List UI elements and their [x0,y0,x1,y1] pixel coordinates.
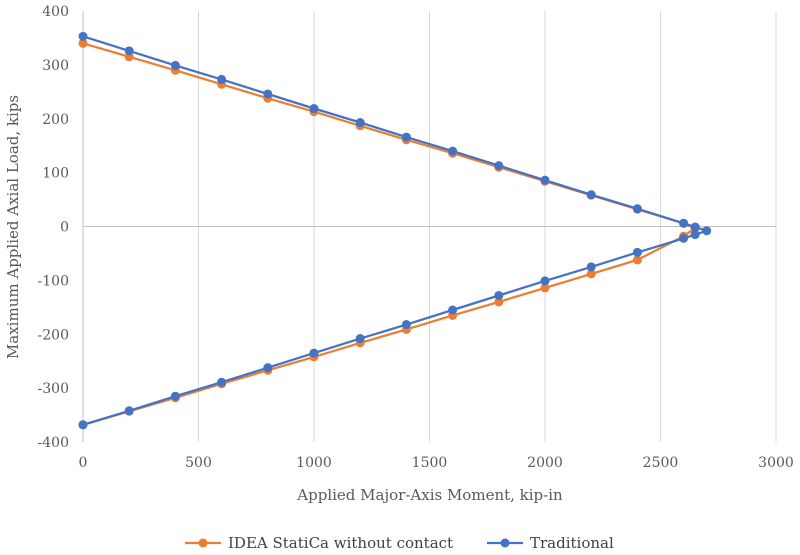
data-point [702,226,712,236]
data-point [309,348,319,358]
chart-axes [82,11,776,442]
legend-marker-1 [500,538,510,548]
x-tick-label: 500 [185,455,212,471]
data-point [494,297,504,307]
y-tick-label: 0 [60,220,69,236]
data-point [355,118,365,128]
y-axis-title: Maximum Applied Axial Load, kips [4,95,22,359]
data-point [355,334,365,344]
data-point [124,46,134,56]
data-point [124,406,134,416]
data-point [679,218,689,228]
y-tick-label: 400 [42,4,69,20]
y-tick-label: 300 [42,58,69,74]
data-point [632,204,642,214]
data-point [263,363,273,373]
data-point [540,276,550,286]
chart-tick-labels: 0 500 1000 1500 2000 2500 3000-400-300-200-100… [38,4,794,471]
data-point [217,74,227,84]
legend-marker-0 [198,538,208,548]
data-point [448,305,458,315]
data-point [78,420,88,430]
x-tick-label: 1500 [412,455,448,471]
series-line-0 [82,42,697,426]
data-point [586,190,596,200]
data-point [540,283,550,293]
y-tick-label: -400 [38,435,69,451]
data-point [401,320,411,330]
x-axis-title: Applied Major-Axis Moment, kip-in [296,486,563,504]
data-point [170,60,180,70]
data-point [401,132,411,142]
data-point [494,161,504,171]
x-tick-label: 2000 [527,455,563,471]
data-point [78,38,88,48]
data-point [78,31,88,41]
data-point [632,247,642,257]
data-point [632,255,642,265]
chart-legend: IDEA StatiCa without contact Traditional [185,534,614,552]
x-tick-label: 3000 [758,455,794,471]
y-tick-label: 200 [42,112,69,128]
x-tick-label: 1000 [296,455,332,471]
data-point [309,104,319,114]
chart-series-lines [82,35,708,426]
x-tick-label: 2500 [643,455,679,471]
data-point [494,290,504,300]
data-point [540,175,550,185]
legend-label-1: Traditional [530,534,614,552]
data-point [217,377,227,387]
data-point [690,230,700,240]
x-tick-label: 0 [79,455,88,471]
data-point [679,233,689,243]
series-line-1 [82,35,708,426]
y-tick-label: -100 [38,273,69,289]
y-tick-label: 100 [42,166,69,182]
data-point [448,146,458,156]
y-tick-label: -200 [38,327,69,343]
y-tick-label: -300 [38,381,69,397]
data-point [263,89,273,99]
data-point [586,269,596,279]
data-point [690,222,700,232]
chart-series-points [78,31,712,430]
data-point [170,391,180,401]
data-point [586,262,596,272]
legend-label-0: IDEA StatiCa without contact [228,534,453,552]
